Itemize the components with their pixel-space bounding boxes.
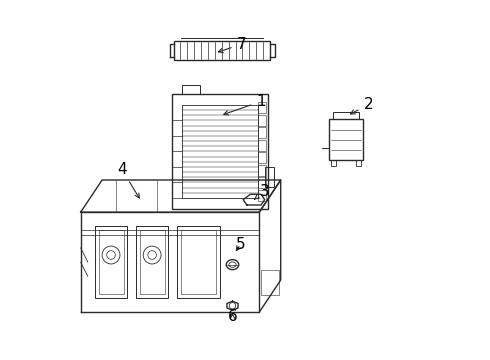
Text: 3: 3 (255, 184, 270, 199)
Text: 6: 6 (228, 309, 237, 324)
Text: 4: 4 (117, 162, 139, 198)
Bar (181, 230, 217, 294)
Bar (173, 41, 270, 60)
Bar (258, 127, 267, 138)
Bar (98, 230, 123, 294)
Bar (356, 160, 361, 166)
Text: 7: 7 (219, 37, 246, 53)
Bar (140, 230, 165, 294)
Bar (95, 226, 127, 298)
Bar (265, 167, 273, 187)
Bar (258, 114, 267, 126)
Bar (182, 85, 200, 94)
Bar (261, 270, 279, 296)
Bar (172, 94, 268, 208)
Bar (331, 160, 336, 166)
Bar (258, 152, 267, 163)
Bar (136, 226, 168, 298)
Text: 1: 1 (224, 94, 266, 115)
Text: 5: 5 (236, 237, 245, 252)
Bar (258, 165, 267, 176)
Bar (258, 102, 267, 113)
Bar (329, 119, 363, 160)
Bar (177, 226, 220, 298)
Bar (258, 177, 267, 188)
Bar (333, 112, 359, 119)
Bar (258, 190, 267, 201)
Bar (258, 140, 267, 151)
Text: 2: 2 (350, 98, 373, 114)
Bar (182, 105, 258, 198)
